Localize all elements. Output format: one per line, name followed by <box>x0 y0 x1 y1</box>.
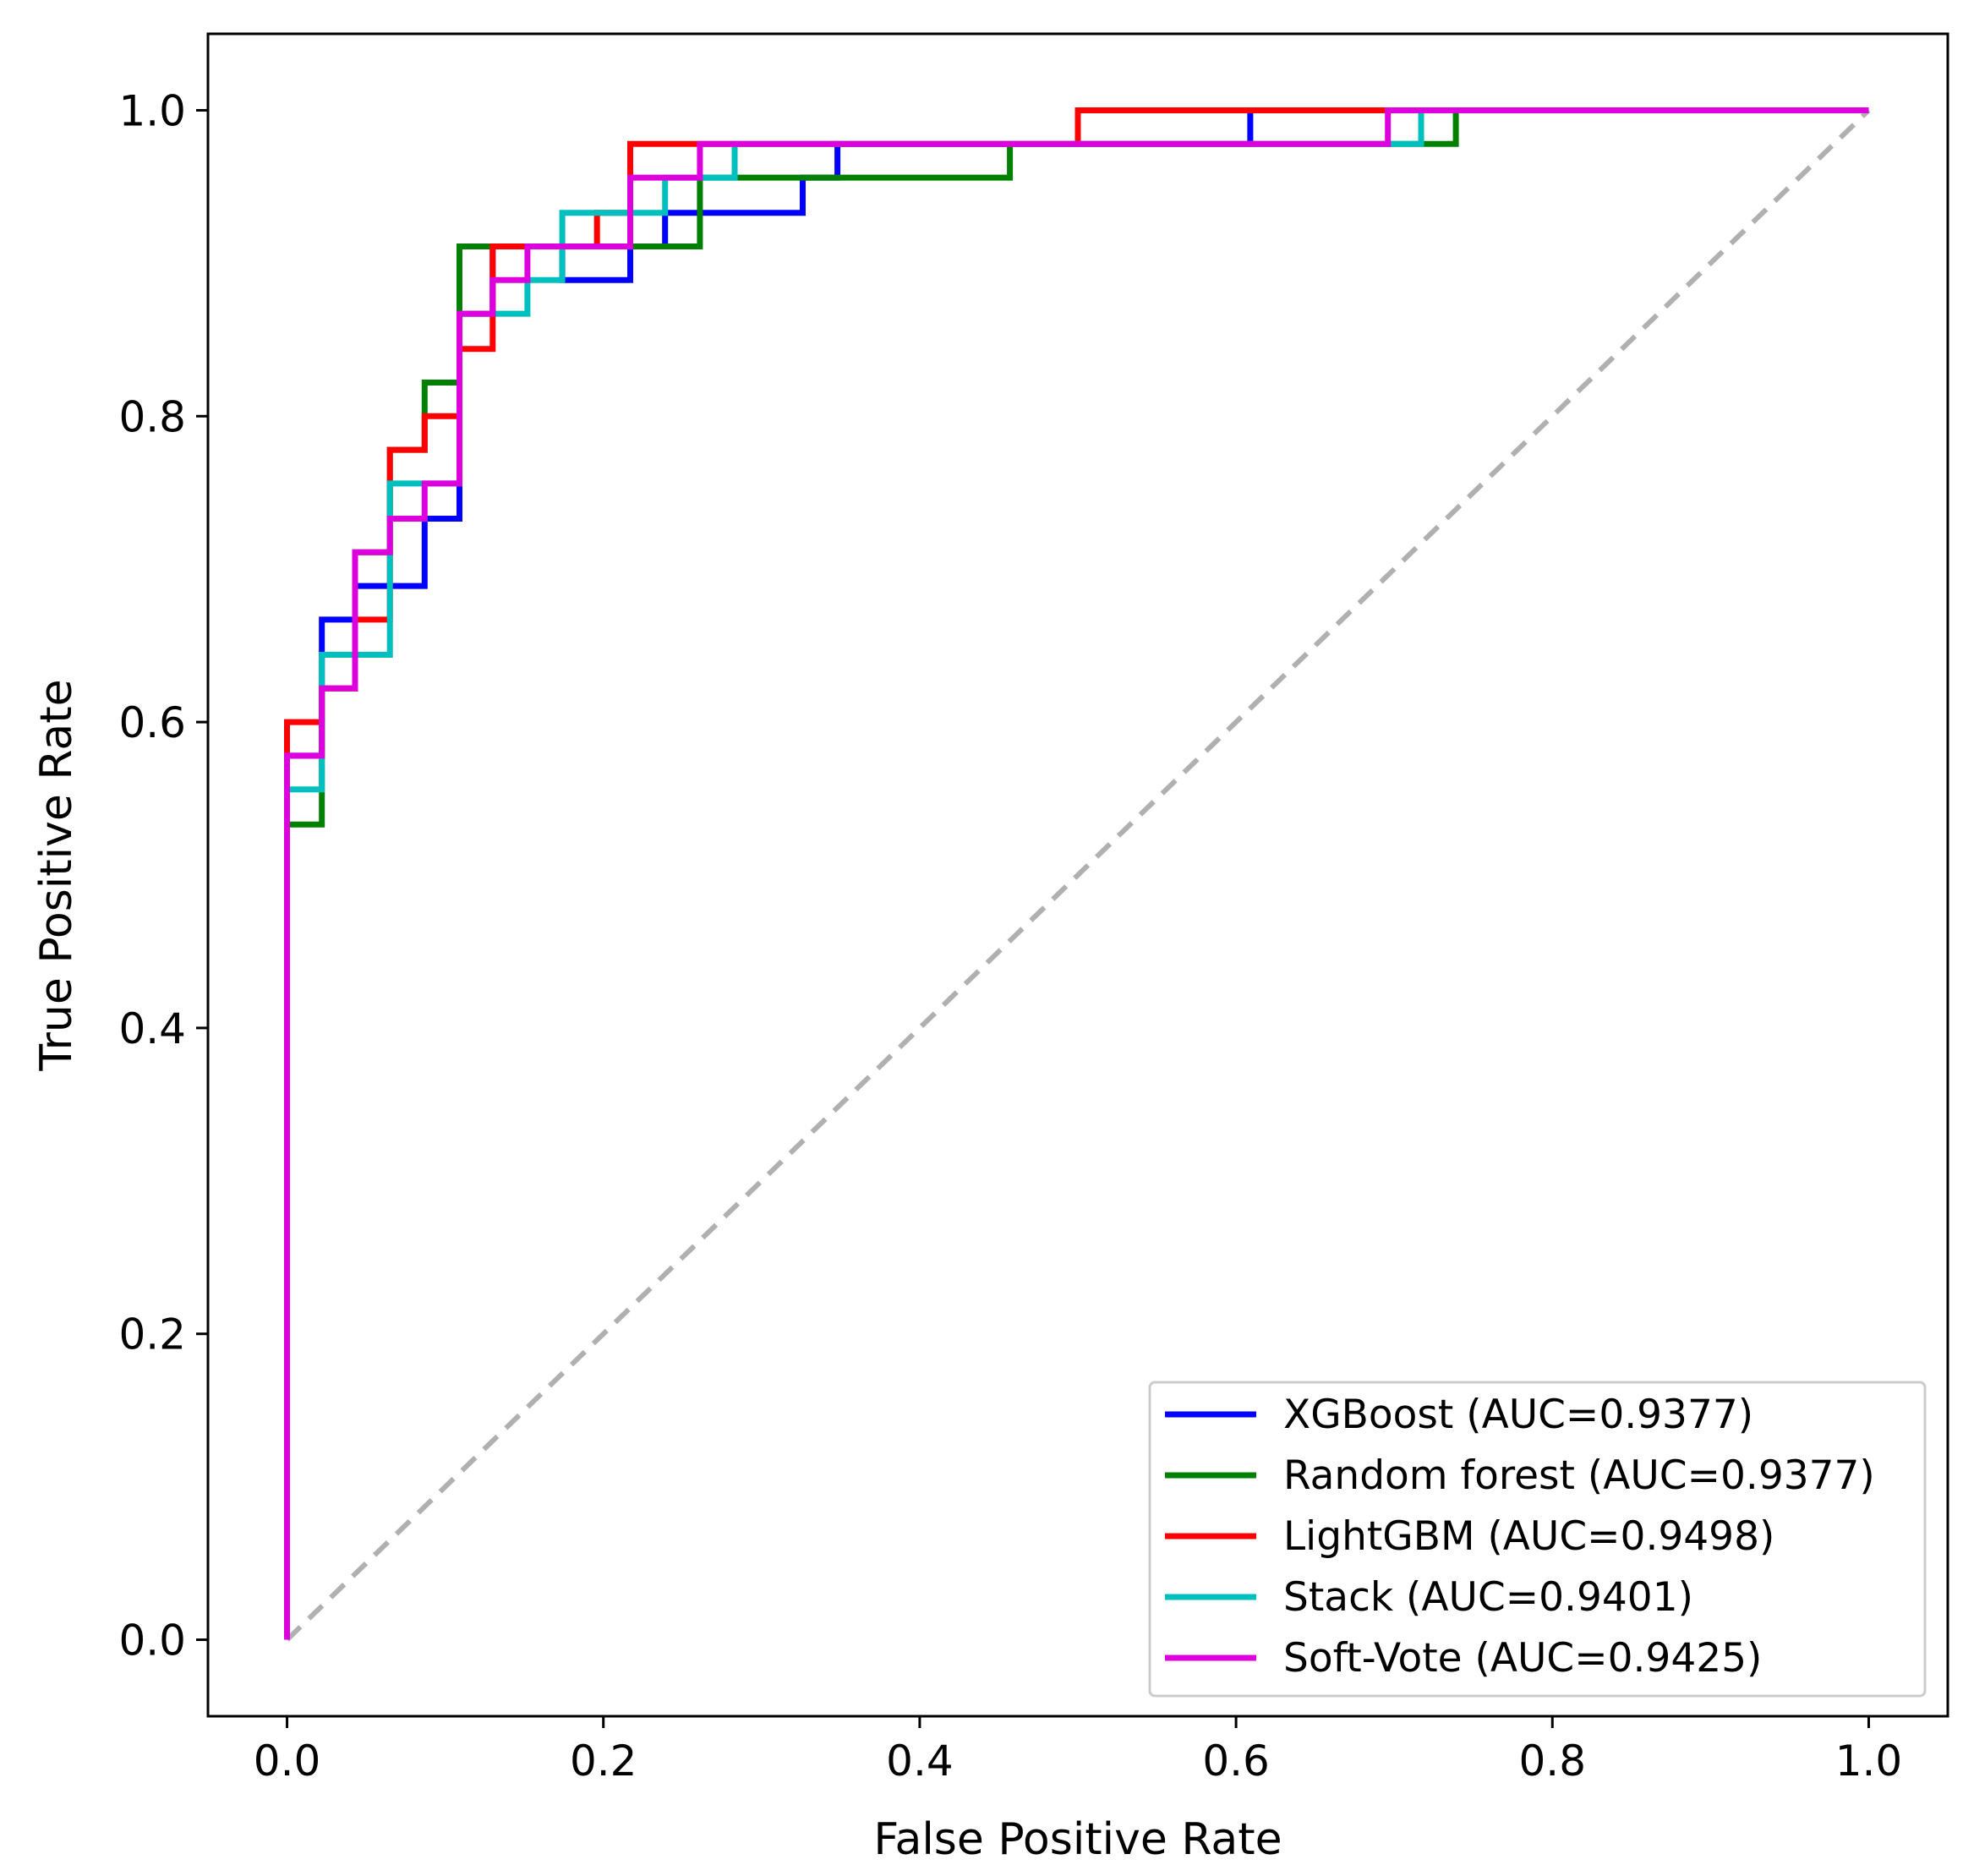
x-tick-label: 1.0 <box>1835 1737 1903 1786</box>
legend: XGBoost (AUC=0.9377) Random forest (AUC=0… <box>1148 1381 1927 1698</box>
legend-label-4: Stack (AUC=0.9401) <box>1283 1574 1693 1621</box>
roc-curve-4 <box>284 107 1869 1640</box>
chance-diagonal-line <box>285 108 1871 1642</box>
legend-label-3: LightGBM (AUC=0.9498) <box>1283 1513 1774 1560</box>
legend-label-1: XGBoost (AUC=0.9377) <box>1283 1392 1753 1438</box>
x-axis-title: False Positive Rate <box>873 1814 1282 1865</box>
roc-curve-5 <box>284 107 1869 1640</box>
y-tick-label: 0.8 <box>118 392 186 441</box>
legend-frame <box>1148 1381 1927 1698</box>
y-axis-title: True Positive Rate <box>31 679 82 1071</box>
x-tick-label: 0.0 <box>254 1737 321 1786</box>
series-layer <box>284 107 1869 1640</box>
x-axis: 0.0 0.2 0.4 0.6 0.8 1.0 <box>254 1716 1902 1786</box>
y-tick-label: 1.0 <box>118 86 186 135</box>
y-tick-label: 0.6 <box>118 698 186 747</box>
y-tick-label: 0.2 <box>118 1310 186 1359</box>
legend-label-5: Soft-Vote (AUC=0.9425) <box>1283 1635 1762 1682</box>
y-tick-label: 0.4 <box>118 1004 186 1053</box>
legend-label-2: Random forest (AUC=0.9377) <box>1283 1452 1875 1499</box>
reference-layer <box>285 108 1871 1642</box>
plot-frame <box>206 32 1949 1718</box>
y-axis: 0.0 0.2 0.4 0.6 0.8 1.0 <box>118 86 208 1665</box>
x-tick-label: 0.4 <box>886 1737 954 1786</box>
x-tick-label: 0.6 <box>1202 1737 1270 1786</box>
x-tick-label: 0.2 <box>570 1737 637 1786</box>
x-tick-label: 0.8 <box>1519 1737 1587 1786</box>
y-tick-label: 0.0 <box>118 1616 186 1665</box>
